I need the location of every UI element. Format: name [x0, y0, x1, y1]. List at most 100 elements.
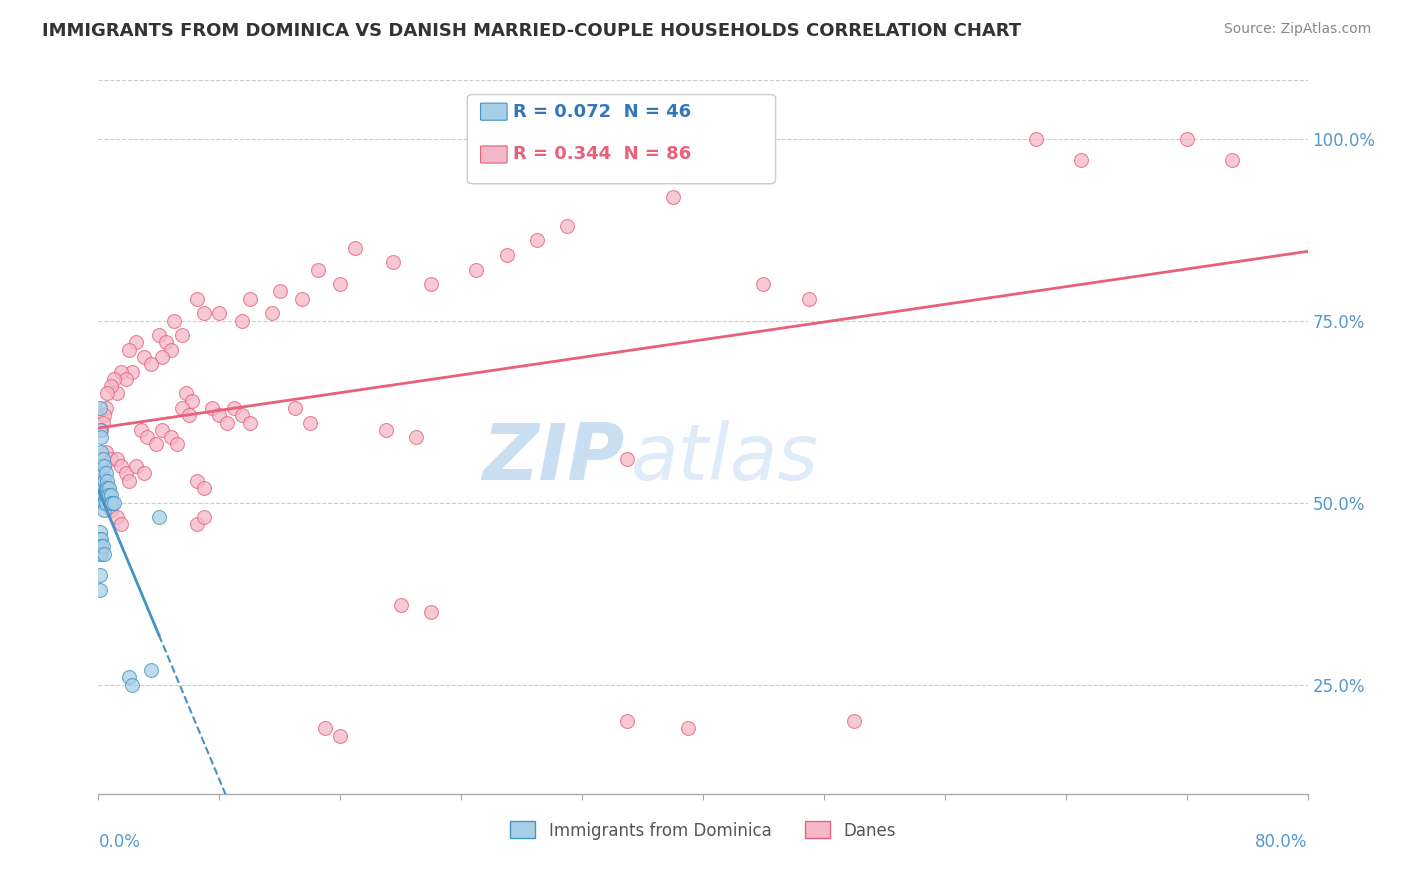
Point: [89, 401, 111, 415]
Point: [262, 306, 284, 320]
Text: ZIP: ZIP: [482, 420, 624, 497]
Point: [1220, 153, 1243, 168]
Point: [94, 495, 117, 509]
Point: [94, 444, 117, 458]
FancyBboxPatch shape: [481, 103, 508, 120]
Point: [118, 670, 141, 684]
Point: [163, 313, 186, 327]
Point: [193, 481, 215, 495]
Point: [114, 467, 136, 481]
Point: [94, 467, 117, 481]
Point: [118, 343, 141, 357]
Text: IMMIGRANTS FROM DOMINICA VS DANISH MARRIED-COUPLE HOUSEHOLDS CORRELATION CHART: IMMIGRANTS FROM DOMINICA VS DANISH MARRI…: [42, 22, 1021, 40]
Point: [93, 495, 115, 509]
Point: [181, 393, 204, 408]
Point: [90, 481, 112, 495]
Point: [90, 444, 112, 458]
Point: [1070, 153, 1092, 168]
Point: [100, 379, 122, 393]
Point: [103, 372, 125, 386]
Point: [284, 401, 307, 415]
Point: [676, 722, 699, 736]
Point: [94, 495, 117, 509]
Text: 0.0%: 0.0%: [98, 833, 141, 851]
Point: [90, 539, 112, 553]
Point: [98, 481, 121, 495]
Point: [555, 219, 578, 233]
Point: [132, 350, 155, 364]
Point: [174, 386, 197, 401]
Point: [215, 416, 238, 430]
Point: [186, 292, 208, 306]
Point: [150, 423, 173, 437]
Point: [100, 495, 122, 509]
Point: [93, 547, 115, 561]
Point: [91, 495, 114, 509]
Point: [160, 430, 183, 444]
Point: [291, 292, 314, 306]
Point: [495, 248, 517, 262]
Point: [231, 409, 253, 423]
Point: [93, 503, 115, 517]
Point: [616, 714, 638, 728]
Point: [121, 365, 143, 379]
Point: [160, 343, 183, 357]
Point: [90, 467, 112, 481]
Point: [94, 481, 117, 495]
Point: [90, 547, 112, 561]
Point: [89, 532, 111, 546]
Point: [90, 430, 112, 444]
Point: [89, 568, 111, 582]
Point: [239, 292, 262, 306]
Point: [110, 517, 132, 532]
Point: [89, 524, 111, 539]
Point: [148, 510, 170, 524]
Point: [129, 423, 152, 437]
Point: [208, 306, 231, 320]
Point: [90, 474, 112, 488]
Point: [269, 285, 291, 299]
Point: [1024, 131, 1046, 145]
Point: [90, 423, 112, 437]
Point: [752, 277, 775, 292]
Point: [382, 255, 405, 269]
Point: [179, 409, 201, 423]
Point: [661, 190, 683, 204]
Point: [91, 467, 114, 481]
FancyBboxPatch shape: [467, 95, 776, 184]
Point: [132, 467, 155, 481]
Point: [145, 437, 167, 451]
Point: [141, 357, 163, 371]
Text: R = 0.072  N = 46: R = 0.072 N = 46: [513, 103, 692, 120]
Point: [100, 503, 122, 517]
Point: [125, 335, 148, 350]
Point: [329, 277, 352, 292]
Point: [110, 365, 132, 379]
Point: [89, 547, 111, 561]
Point: [103, 495, 125, 509]
Point: [94, 401, 117, 415]
Text: 80.0%: 80.0%: [1256, 833, 1308, 851]
Point: [231, 313, 253, 327]
Point: [96, 474, 118, 488]
Text: R = 0.344  N = 86: R = 0.344 N = 86: [513, 145, 692, 163]
Point: [844, 714, 866, 728]
Point: [96, 488, 118, 502]
Legend: Immigrants from Dominica, Danes: Immigrants from Dominica, Danes: [503, 814, 903, 847]
Point: [96, 481, 118, 495]
Point: [89, 539, 111, 553]
Point: [389, 598, 412, 612]
FancyBboxPatch shape: [481, 146, 508, 163]
Point: [91, 416, 114, 430]
Point: [100, 451, 122, 466]
Point: [89, 582, 111, 597]
Point: [314, 722, 336, 736]
Point: [224, 401, 246, 415]
Point: [94, 488, 117, 502]
Point: [1175, 131, 1198, 145]
Point: [100, 488, 122, 502]
Point: [420, 277, 443, 292]
Point: [93, 409, 115, 423]
Point: [98, 488, 121, 502]
Point: [616, 451, 638, 466]
